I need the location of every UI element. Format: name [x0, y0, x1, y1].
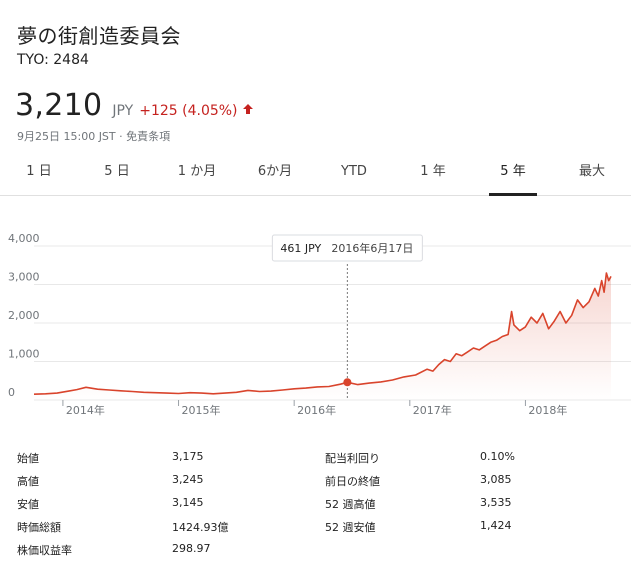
- stat-label-prev-close: 前日の終値: [325, 475, 380, 488]
- x-tick-label: 2014年: [66, 403, 105, 417]
- tooltip-box: [271, 234, 423, 262]
- ticker-symbol: TYO: 2484: [17, 52, 89, 68]
- stat-label-market-cap: 時価総額: [17, 521, 61, 534]
- stat-value-open: 3,175: [172, 450, 204, 463]
- y-tick-label: 0: [8, 386, 15, 399]
- tooltip-price: 461 JPY: [280, 242, 321, 255]
- x-tick-label: 2018年: [528, 403, 567, 417]
- tab-ytd[interactable]: YTD: [341, 164, 367, 179]
- stat-label-low: 安値: [17, 498, 39, 511]
- stat-value-low: 3,145: [172, 496, 204, 509]
- price-chart[interactable]: 0 1,000 2,000 3,000 4,000 2014年 2015年 2016年 2017…: [0, 228, 631, 420]
- current-price: 3,210: [15, 88, 103, 123]
- stat-value-high: 3,245: [172, 473, 204, 486]
- stat-value-dividend-yield: 0.10%: [480, 450, 515, 463]
- company-name: 夢の街創造委員会: [17, 24, 181, 48]
- stat-value-market-cap: 1424.93億: [172, 521, 229, 534]
- stat-label-52w-low: 52 週安値: [325, 521, 376, 534]
- tab-5-days[interactable]: 5 日: [104, 164, 130, 179]
- price-currency: JPY: [112, 103, 134, 119]
- stat-label-52w-high: 52 週高値: [325, 498, 376, 511]
- x-tick-label: 2016年: [297, 403, 336, 417]
- chart-svg[interactable]: 0 1,000 2,000 3,000 4,000 2014年 2015年 2016年 2017…: [0, 228, 631, 420]
- highlight-point: [343, 378, 352, 387]
- x-tick-label: 2015年: [182, 403, 221, 417]
- series-line: [33, 272, 612, 395]
- stat-value-52w-low: 1,424: [480, 519, 512, 532]
- stat-label-high: 高値: [17, 475, 39, 488]
- tab-max[interactable]: 最大: [578, 164, 605, 179]
- stat-value-52w-high: 3,535: [480, 496, 512, 509]
- stat-value-prev-close: 3,085: [480, 473, 512, 486]
- price-change: +125 (4.05%): [139, 103, 238, 119]
- tab-5-years[interactable]: 5 年: [489, 150, 537, 196]
- stat-value-pe-ratio: 298.97: [172, 542, 211, 555]
- stat-label-open: 始値: [17, 452, 39, 465]
- tooltip-date: 2016年6月17日: [331, 241, 413, 255]
- up-arrow-icon: [242, 100, 254, 114]
- y-tick-label: 3,000: [8, 271, 40, 284]
- tab-1-day[interactable]: 1 日: [26, 164, 52, 179]
- y-tick-label: 2,000: [8, 309, 40, 322]
- stat-label-pe-ratio: 株価収益率: [17, 544, 72, 557]
- tab-1-month[interactable]: 1 か月: [177, 164, 217, 179]
- stat-label-dividend-yield: 配当利回り: [325, 452, 380, 465]
- range-tabs: 1 日 5 日 1 か月 6か月 YTD 1 年 5 年 最大: [0, 150, 631, 196]
- price-timestamp[interactable]: 9月25日 15:00 JST · 免責条項: [17, 130, 171, 143]
- y-tick-label: 1,000: [8, 348, 40, 361]
- price-row: 3,210 JPY +125 (4.05%): [15, 88, 254, 123]
- series-area: [34, 273, 611, 400]
- x-tick-label: 2017年: [413, 403, 452, 417]
- y-tick-label: 4,000: [8, 232, 40, 245]
- tab-1-year[interactable]: 1 年: [420, 164, 446, 179]
- tab-6-months[interactable]: 6か月: [257, 164, 293, 179]
